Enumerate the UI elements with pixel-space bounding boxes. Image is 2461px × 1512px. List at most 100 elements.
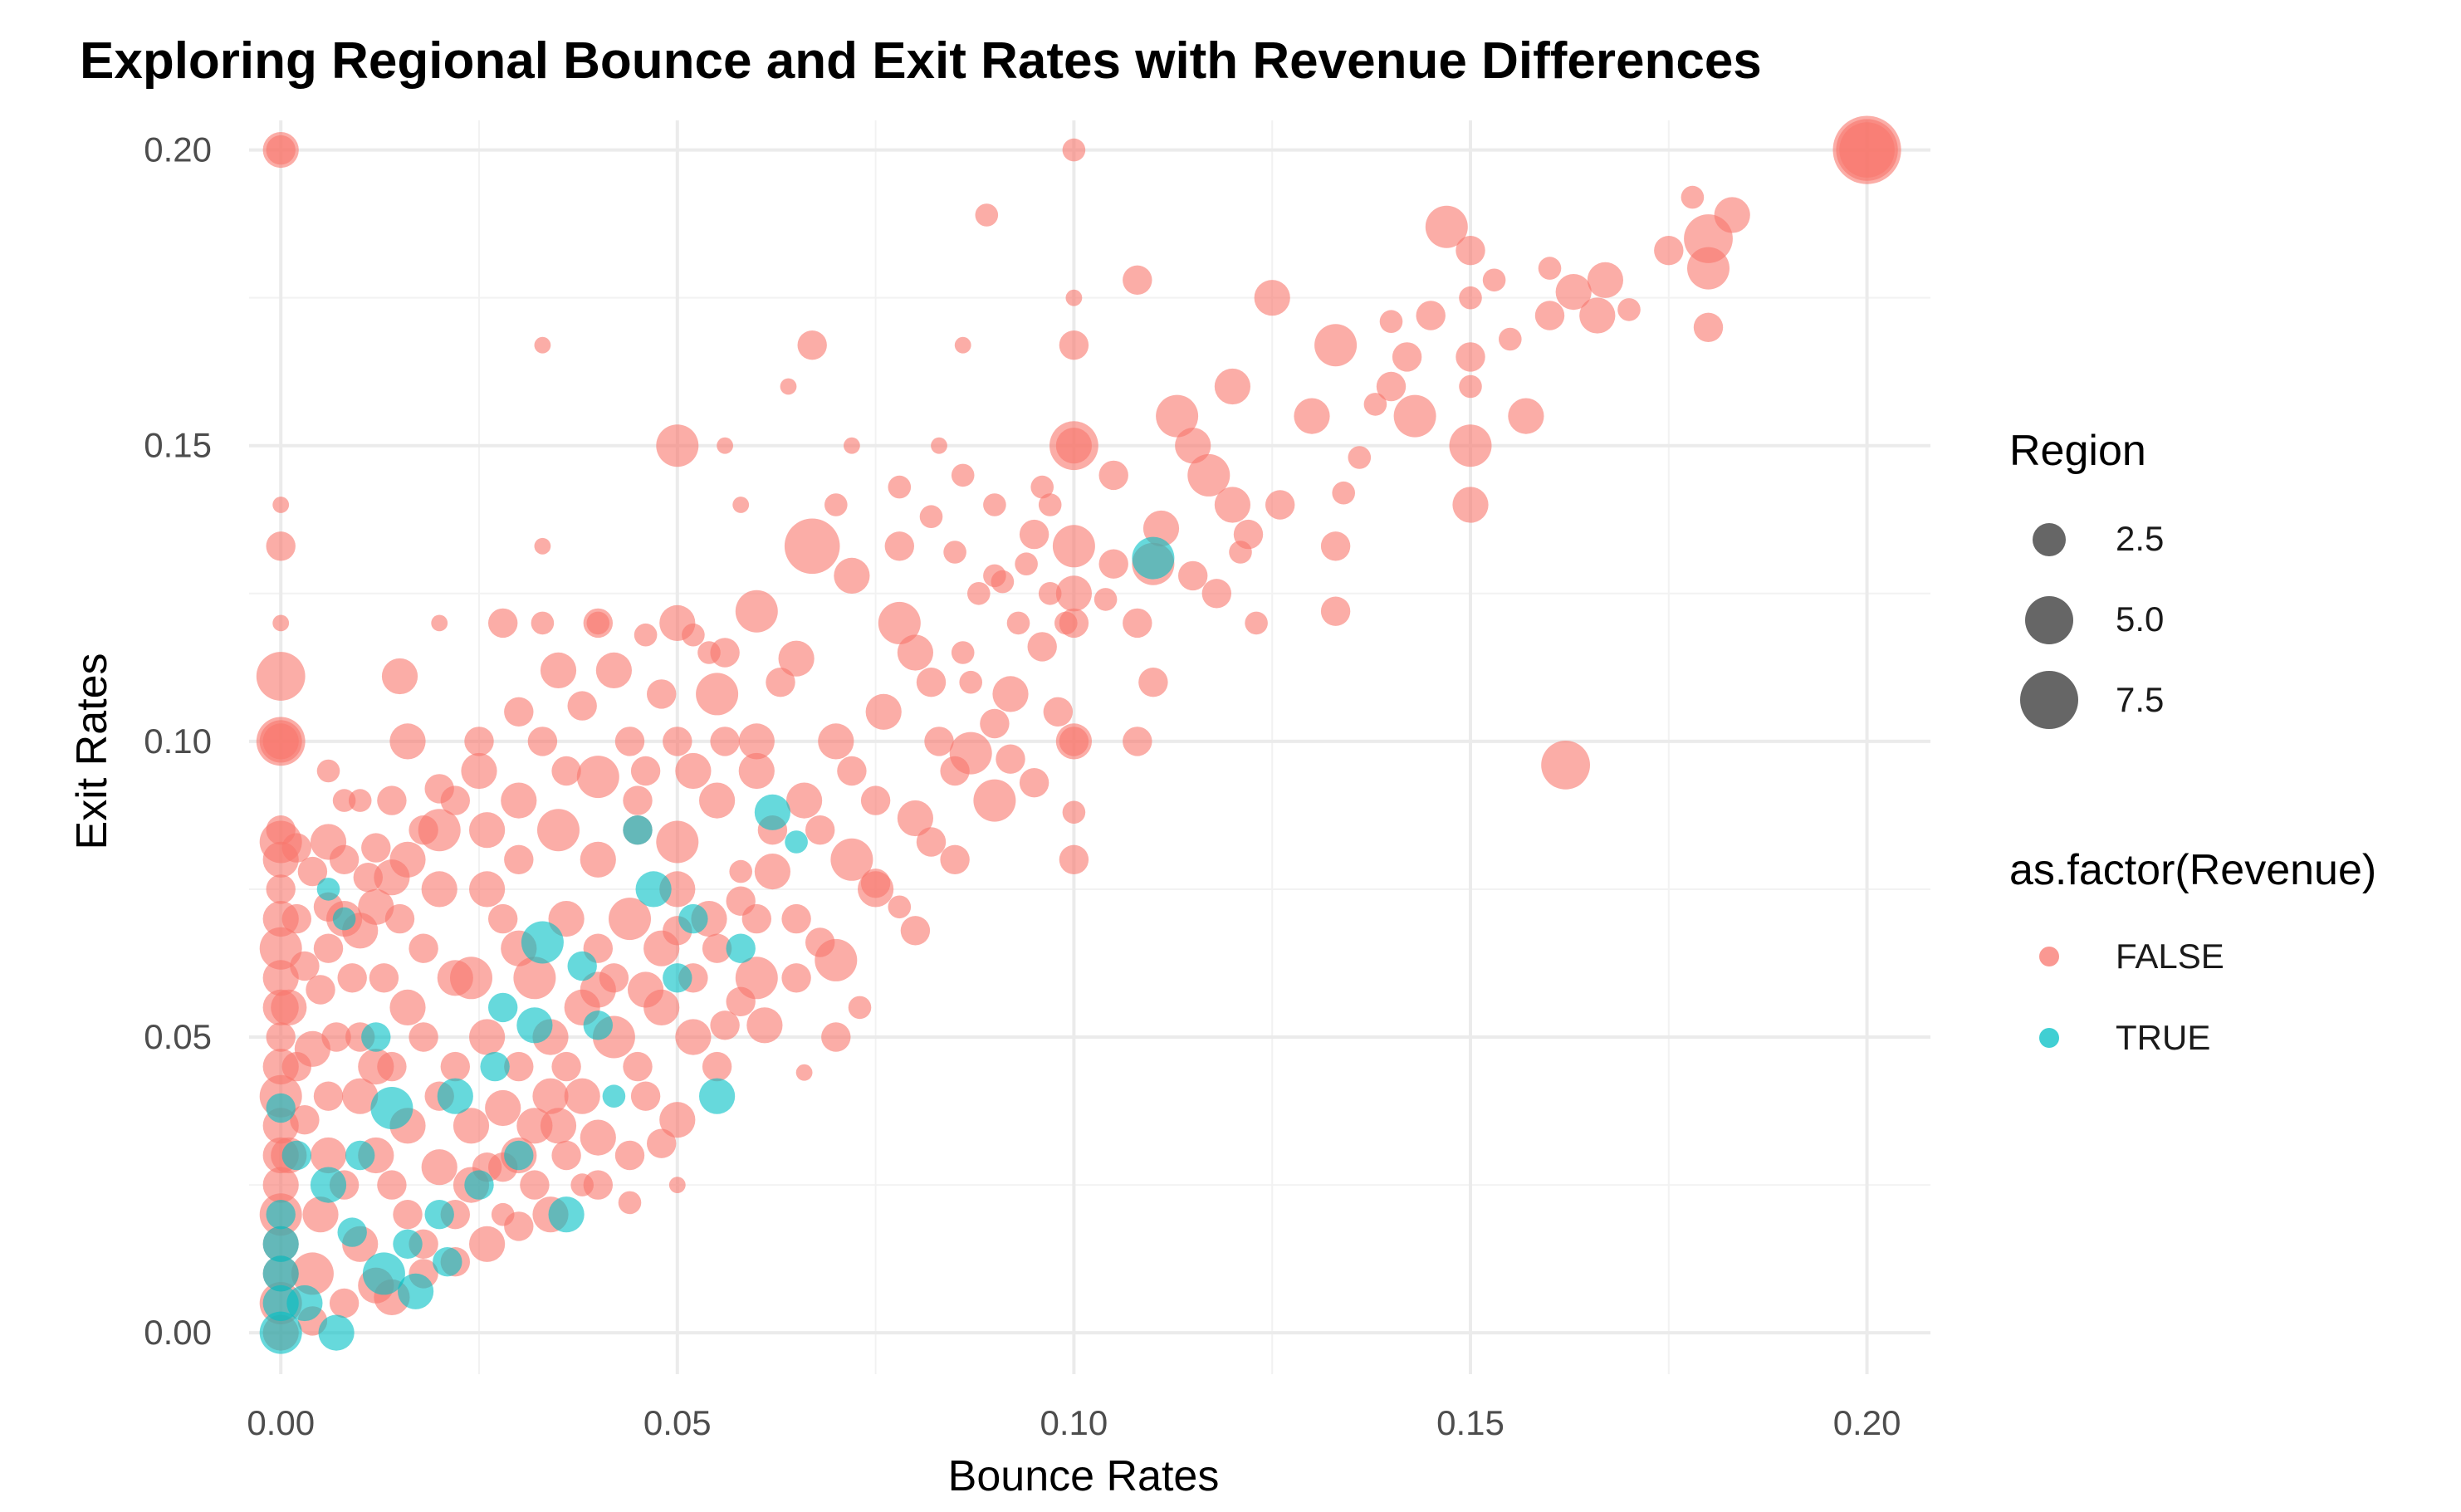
data-point-false bbox=[609, 898, 651, 941]
data-point-false bbox=[329, 844, 360, 874]
data-point-false bbox=[389, 989, 426, 1025]
data-point-false bbox=[1392, 342, 1422, 372]
data-point-false bbox=[272, 497, 290, 513]
plot-area bbox=[249, 115, 1930, 1374]
size-legend-label: 5.0 bbox=[2116, 599, 2164, 639]
data-point-false bbox=[1681, 185, 1705, 209]
data-point-false bbox=[551, 756, 581, 786]
data-point-false bbox=[580, 1119, 616, 1156]
data-point-false bbox=[1379, 310, 1403, 334]
data-point-false bbox=[469, 1226, 506, 1262]
data-point-false bbox=[488, 903, 518, 934]
data-point-false bbox=[797, 330, 827, 360]
data-point-false bbox=[440, 785, 470, 815]
size-legend-title: Region bbox=[2009, 427, 2146, 475]
y-tick-label: 0.05 bbox=[144, 1017, 212, 1056]
data-point-false bbox=[272, 614, 290, 632]
data-point-false bbox=[1229, 541, 1252, 564]
data-point-false bbox=[516, 1108, 553, 1144]
data-point-false bbox=[1363, 393, 1387, 416]
data-point-false bbox=[501, 782, 537, 819]
data-point-false bbox=[485, 1089, 521, 1127]
data-point-false bbox=[992, 676, 1029, 712]
data-point-false bbox=[262, 1049, 299, 1085]
data-point-false bbox=[409, 815, 438, 845]
data-point-false bbox=[431, 614, 448, 632]
data-point-false bbox=[1534, 301, 1565, 330]
data-point-false bbox=[1019, 519, 1049, 550]
data-point-true bbox=[337, 1217, 367, 1247]
data-point-false bbox=[1201, 579, 1232, 609]
data-point-false bbox=[746, 1007, 783, 1044]
data-point-false bbox=[710, 1010, 740, 1040]
data-point-false bbox=[614, 1140, 645, 1171]
data-point-false bbox=[421, 871, 457, 908]
x-tick-label: 0.10 bbox=[1040, 1403, 1108, 1442]
data-point-false bbox=[1065, 289, 1083, 306]
data-point-false bbox=[583, 1170, 613, 1200]
data-point-false bbox=[821, 1022, 851, 1052]
data-point-false bbox=[1508, 398, 1544, 434]
data-point-false bbox=[1456, 342, 1485, 372]
data-point-false bbox=[266, 874, 296, 904]
data-point-false bbox=[262, 1167, 299, 1203]
data-point-false bbox=[738, 752, 775, 790]
data-point-false bbox=[1055, 428, 1092, 464]
color-legend-label-true: TRUE bbox=[2116, 1018, 2210, 1057]
data-point-false bbox=[959, 670, 982, 694]
data-point-false bbox=[738, 723, 775, 760]
data-point-false bbox=[780, 378, 797, 395]
data-point-false bbox=[1059, 844, 1089, 874]
data-point-false bbox=[865, 693, 902, 730]
data-point-false bbox=[306, 975, 335, 1005]
data-point-false bbox=[1245, 611, 1268, 635]
color-legend: as.factor(Revenue) FALSE TRUE bbox=[2009, 846, 2376, 1057]
data-point-false bbox=[332, 789, 356, 812]
data-point-false bbox=[735, 590, 778, 633]
data-point-false bbox=[900, 916, 931, 946]
data-point-false bbox=[954, 336, 971, 354]
data-point-false bbox=[931, 437, 947, 454]
data-point-false bbox=[316, 759, 340, 783]
data-point-false bbox=[848, 996, 872, 1020]
data-point-false bbox=[656, 820, 699, 864]
data-point-false bbox=[469, 812, 506, 849]
x-axis-ticks: 0.00 0.05 0.10 0.15 0.20 bbox=[247, 1403, 1901, 1442]
data-point-false bbox=[1123, 608, 1152, 639]
data-point-true bbox=[266, 1200, 296, 1230]
data-point-false bbox=[421, 1149, 457, 1186]
y-tick-label: 0.15 bbox=[144, 426, 212, 465]
data-point-false bbox=[795, 1064, 813, 1081]
data-point-false bbox=[291, 1252, 334, 1295]
data-point-false bbox=[262, 989, 299, 1025]
data-point-false bbox=[967, 582, 991, 605]
data-point-false bbox=[663, 727, 692, 756]
data-point-false bbox=[1452, 487, 1489, 523]
data-point-false bbox=[656, 424, 699, 467]
data-point-false bbox=[766, 668, 795, 697]
data-point-false bbox=[1187, 453, 1230, 497]
data-point-false bbox=[537, 809, 580, 852]
data-point-false bbox=[1456, 236, 1485, 266]
data-point-false bbox=[551, 1051, 581, 1082]
data-point-false bbox=[1654, 236, 1684, 266]
data-point-false bbox=[266, 1022, 296, 1052]
data-point-false bbox=[1094, 588, 1118, 611]
data-point-true bbox=[1132, 536, 1175, 580]
color-legend-label-false: FALSE bbox=[2116, 937, 2224, 976]
data-point-false bbox=[453, 1108, 490, 1144]
data-point-false bbox=[488, 608, 518, 639]
data-point-false bbox=[504, 1211, 534, 1241]
data-point-false bbox=[897, 634, 933, 671]
data-point-false bbox=[1693, 312, 1724, 342]
data-point-false bbox=[262, 960, 299, 996]
data-point-false bbox=[1416, 301, 1446, 330]
data-point-false bbox=[337, 963, 367, 993]
data-point-false bbox=[389, 723, 426, 760]
data-point-false bbox=[924, 727, 954, 756]
data-point-false bbox=[464, 727, 494, 756]
data-point-false bbox=[784, 518, 840, 575]
data-point-true bbox=[785, 830, 808, 854]
data-point-false bbox=[630, 756, 661, 786]
data-point-true bbox=[663, 963, 692, 993]
